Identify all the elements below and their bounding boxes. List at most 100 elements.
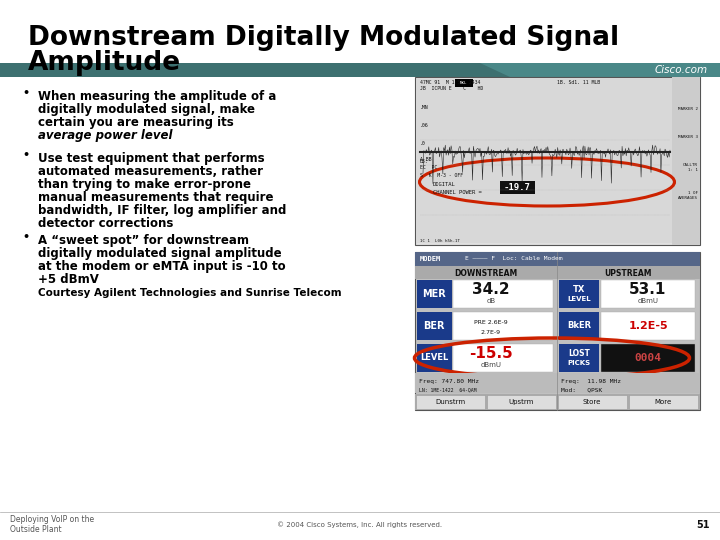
Bar [558, 395, 627, 409]
Bar [415, 394, 700, 410]
Text: MODEM: MODEM [420, 256, 441, 262]
Text: 1 OF
AVERAGES: 1 OF AVERAGES [678, 191, 698, 200]
Text: E8:: E8: [420, 159, 428, 164]
Bar [500, 181, 535, 194]
Text: Outside Plant: Outside Plant [10, 524, 62, 534]
Text: •: • [22, 232, 29, 242]
Text: Cisco.com: Cisco.com [655, 65, 708, 75]
Text: LOST: LOST [568, 349, 590, 359]
Text: 1.2E-5: 1.2E-5 [628, 321, 668, 331]
Text: at the modem or eMTA input is -10 to: at the modem or eMTA input is -10 to [38, 260, 286, 273]
Text: LN: 1ME-1422  64-QAM: LN: 1ME-1422 64-QAM [419, 387, 477, 392]
Bar [415, 252, 700, 410]
Bar [455, 79, 473, 87]
Text: 47MC 91  M 1:51  2434: 47MC 91 M 1:51 2434 [420, 80, 480, 85]
Bar [453, 344, 553, 372]
Text: BER: BER [423, 321, 445, 331]
Text: automated measurements, rather: automated measurements, rather [38, 165, 263, 178]
Bar [417, 79, 698, 243]
Text: certain you are measuring its: certain you are measuring its [38, 116, 234, 129]
Bar [487, 395, 556, 409]
Bar [601, 280, 695, 308]
Text: Amplitude: Amplitude [28, 50, 181, 76]
Bar [453, 312, 553, 340]
Text: than trying to make error-prone: than trying to make error-prone [38, 178, 251, 191]
Text: DIGITAL: DIGITAL [433, 182, 456, 187]
Bar [559, 280, 599, 308]
Text: digitally modulated signal, make: digitally modulated signal, make [38, 103, 255, 116]
Bar [0, 63, 720, 77]
Text: 2.7E-9: 2.7E-9 [481, 329, 501, 334]
Bar [416, 395, 485, 409]
Bar [417, 280, 452, 308]
Text: .0: .0 [420, 141, 426, 146]
Text: +5 dBmV: +5 dBmV [38, 273, 99, 286]
Text: 51: 51 [696, 520, 710, 530]
Text: JB  ICPUN E    C    HD: JB ICPUN E C HD [420, 86, 483, 91]
Text: 1C 1  L0h h5h-1T: 1C 1 L0h h5h-1T [420, 239, 460, 243]
Text: Dunstrm: Dunstrm [435, 399, 465, 405]
Bar [672, 77, 700, 245]
Text: Courtesy Agilent Technologies and Sunrise Telecom: Courtesy Agilent Technologies and Sunris… [38, 288, 341, 298]
Text: LEVEL: LEVEL [420, 354, 448, 362]
Text: 34.2: 34.2 [472, 282, 510, 298]
Text: dBmU: dBmU [480, 362, 502, 368]
Text: .MN: .MN [420, 105, 428, 110]
Text: MER: MER [422, 289, 446, 299]
Text: E ———— F  Loc: Cable Modem: E ———— F Loc: Cable Modem [465, 256, 562, 261]
Bar [417, 312, 452, 340]
Text: detector corrections: detector corrections [38, 217, 174, 230]
Bar [415, 77, 700, 245]
Text: dBmU: dBmU [637, 298, 659, 304]
Text: dB: dB [487, 298, 495, 304]
Text: PRE 2.6E-9: PRE 2.6E-9 [474, 320, 508, 325]
Text: S  K  M-3 - OFF: S K M-3 - OFF [420, 173, 463, 178]
Text: -19.7: -19.7 [503, 183, 531, 192]
Text: Use test equipment that performs: Use test equipment that performs [38, 152, 265, 165]
Text: bandwidth, IF filter, log amplifier and: bandwidth, IF filter, log amplifier and [38, 204, 287, 217]
Bar [415, 252, 700, 266]
Text: .06: .06 [420, 123, 428, 128]
Text: UPSTREAM: UPSTREAM [604, 268, 652, 278]
Bar [601, 312, 695, 340]
Text: -15.5: -15.5 [469, 347, 513, 361]
Text: PICKS: PICKS [567, 360, 590, 366]
Text: •: • [22, 88, 29, 98]
Text: More: More [654, 399, 672, 405]
Text: manual measurements that require: manual measurements that require [38, 191, 274, 204]
Text: A BB: A BB [420, 157, 431, 162]
Text: © 2004 Cisco Systems, Inc. All rights reserved.: © 2004 Cisco Systems, Inc. All rights re… [277, 522, 443, 528]
Bar [453, 280, 553, 308]
Text: Downstream Digitally Modulated Signal: Downstream Digitally Modulated Signal [28, 25, 619, 51]
Bar [601, 344, 695, 372]
Bar [629, 395, 698, 409]
Text: 0004: 0004 [634, 353, 662, 363]
Text: Upstrm: Upstrm [508, 399, 534, 405]
Bar [415, 266, 700, 279]
Text: •: • [22, 150, 29, 160]
Text: average power level: average power level [38, 129, 173, 142]
Text: When measuring the amplitude of a: When measuring the amplitude of a [38, 90, 276, 103]
Text: TX: TX [573, 286, 585, 294]
Text: 1B. Sd1. 11 MLB: 1B. Sd1. 11 MLB [557, 80, 600, 85]
Text: digitally modulated signal amplitude: digitally modulated signal amplitude [38, 247, 282, 260]
Text: 53.1: 53.1 [629, 282, 667, 298]
Text: MKL: MKL [460, 81, 468, 85]
Text: Freq:  11.98 MHz: Freq: 11.98 MHz [561, 379, 621, 384]
Text: MARKER 2: MARKER 2 [678, 107, 698, 111]
Text: EC  PC: EC PC [420, 165, 437, 170]
Text: CHANNEL POWER =: CHANNEL POWER = [433, 190, 482, 195]
Text: A “sweet spot” for downstream: A “sweet spot” for downstream [38, 234, 249, 247]
Text: CALLTR
1: 1: CALLTR 1: 1 [683, 163, 698, 172]
Text: MARKER 3: MARKER 3 [678, 135, 698, 139]
Bar [559, 344, 599, 372]
Text: DOWNSTREAM: DOWNSTREAM [454, 268, 518, 278]
Text: Mod:   QPSK: Mod: QPSK [561, 387, 602, 392]
Bar [559, 312, 599, 340]
Text: Deploying VoIP on the: Deploying VoIP on the [10, 516, 94, 524]
Polygon shape [480, 63, 720, 77]
Text: Freq: 747.80 MHz: Freq: 747.80 MHz [419, 379, 479, 384]
Text: LEVEL: LEVEL [567, 296, 591, 302]
Text: Store: Store [582, 399, 601, 405]
Bar [417, 344, 452, 372]
